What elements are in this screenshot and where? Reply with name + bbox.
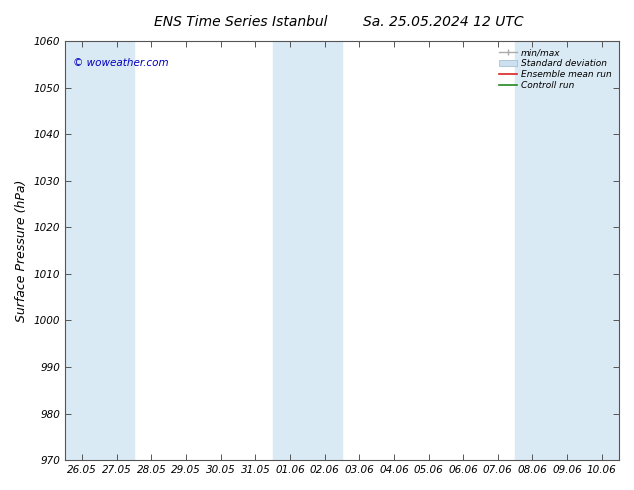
- Bar: [307, 41, 342, 460]
- Text: © woweather.com: © woweather.com: [74, 58, 169, 68]
- Bar: [515, 41, 550, 460]
- Bar: [65, 41, 100, 460]
- Bar: [100, 41, 134, 460]
- Bar: [585, 41, 619, 460]
- Legend: min/max, Standard deviation, Ensemble mean run, Controll run: min/max, Standard deviation, Ensemble me…: [496, 46, 614, 93]
- Text: Sa. 25.05.2024 12 UTC: Sa. 25.05.2024 12 UTC: [363, 15, 524, 29]
- Bar: [273, 41, 307, 460]
- Bar: [550, 41, 585, 460]
- Y-axis label: Surface Pressure (hPa): Surface Pressure (hPa): [15, 179, 28, 322]
- Text: ENS Time Series Istanbul: ENS Time Series Istanbul: [154, 15, 328, 29]
